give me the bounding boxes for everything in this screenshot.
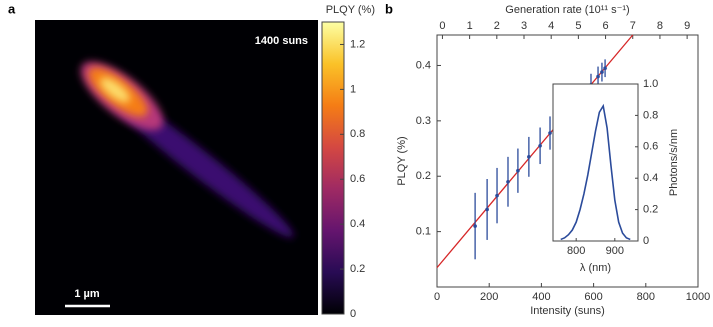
inset-y-tick-label: 0.6: [643, 141, 658, 153]
x2-tick-label: 6: [603, 20, 609, 32]
spectrum-line: [560, 103, 631, 241]
colorbar-tick-label: 1.2: [350, 38, 365, 50]
x2-tick-label: 4: [548, 20, 554, 32]
x-tick-label: 0: [434, 291, 440, 303]
x-axis-label: Intensity (suns): [530, 305, 605, 317]
data-point: [548, 131, 552, 135]
inset-x-tick-label: 800: [567, 245, 585, 257]
data-point: [538, 143, 542, 148]
panel-label: b: [385, 1, 393, 16]
data-point: [506, 179, 510, 184]
colorbar: [321, 21, 345, 315]
colorbar-tick-label: 0.8: [350, 128, 365, 140]
x2-axis-label: Generation rate (10¹¹ s⁻¹): [505, 4, 629, 16]
pl-map: [35, 20, 318, 315]
x2-tick-label: 5: [575, 20, 581, 32]
y-axis-label: PLQY (%): [396, 136, 408, 185]
data-point: [527, 155, 531, 159]
inset-frame: [552, 83, 639, 242]
x2-tick-label: 3: [521, 20, 527, 32]
inset-y-axis-label: Photons/s/nm: [668, 129, 680, 196]
data-point: [473, 224, 477, 228]
x-tick-label: 600: [584, 291, 602, 303]
scale-bar-label: 1 µm: [74, 288, 100, 300]
plot-frame: [436, 34, 699, 288]
x2-tick-label: 0: [439, 20, 445, 32]
inset-y-tick-label: 0.2: [643, 204, 658, 216]
inset-y-tick-label: 0.4: [643, 172, 658, 184]
data-point: [603, 66, 607, 71]
x2-tick-label: 1: [467, 20, 473, 32]
x2-tick-label: 9: [684, 20, 690, 32]
nanowire-image: [80, 61, 294, 238]
y-tick-label: 0.3: [416, 115, 431, 127]
x-tick-label: 800: [637, 291, 655, 303]
inset-x-axis-label: λ (nm): [580, 262, 611, 274]
x-tick-label: 400: [532, 291, 550, 303]
data-point: [485, 207, 489, 212]
x2-tick-label: 7: [630, 20, 636, 32]
colorbar-tick-label: 0.4: [350, 218, 365, 230]
data-point: [516, 168, 520, 173]
y-tick-label: 0.1: [416, 226, 431, 238]
x-tick-label: 200: [480, 291, 498, 303]
colorbar-tick-label: 0.6: [350, 173, 365, 185]
y-tick-label: 0.4: [416, 59, 431, 71]
data-point: [495, 193, 499, 198]
annotation: 1400 suns: [255, 35, 308, 47]
colorbar-label: PLQY (%): [326, 4, 375, 16]
inset-y-tick-label: 1.0: [643, 78, 658, 90]
x-tick-label: 1000: [686, 291, 710, 303]
inset-y-tick-label: 0.8: [643, 109, 658, 121]
inset-x-tick-label: 900: [606, 245, 624, 257]
x2-tick-label: 2: [494, 20, 500, 32]
fit-line: [436, 34, 634, 269]
inset-y-tick-label: 0: [643, 235, 649, 247]
x2-tick-label: 8: [657, 20, 663, 32]
colorbar-tick-label: 0: [350, 308, 356, 320]
colorbar-tick-label: 1: [350, 83, 356, 95]
data-point: [600, 70, 604, 74]
y-tick-label: 0.2: [416, 170, 431, 182]
panel-label: a: [8, 1, 16, 16]
colorbar-tick-label: 0.2: [350, 263, 365, 275]
data-point: [596, 74, 600, 79]
